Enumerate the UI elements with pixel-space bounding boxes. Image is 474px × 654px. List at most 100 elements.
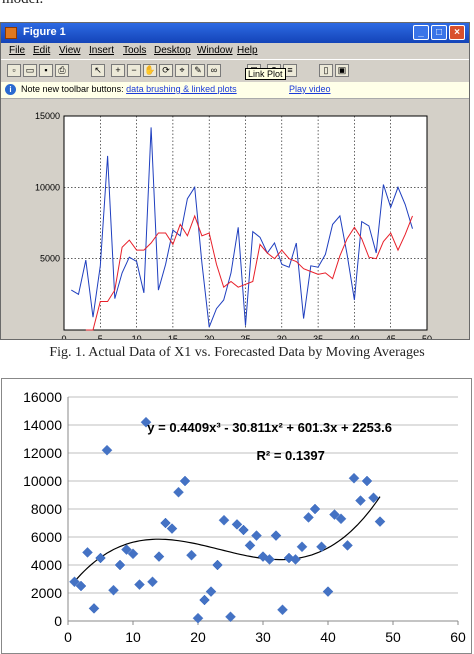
menu-desktop[interactable]: Desktop	[154, 45, 191, 56]
menu-bar: File Edit View Insert Tools Desktop Wind…	[1, 43, 469, 59]
data-point-diamond	[179, 475, 191, 487]
x-tick-label: 20	[204, 334, 214, 339]
data-point-diamond	[75, 580, 87, 592]
excel-chart-frame: 0 2000 4000 6000 8000 10000 12000 14000 16000 0 10…	[1, 378, 472, 654]
data-point-diamond	[199, 594, 210, 606]
x-tick-label: 0	[64, 629, 72, 645]
data-point-diamond	[69, 576, 80, 588]
y-tick-label: 8000	[31, 501, 62, 517]
x-tick-label: 30	[255, 629, 271, 645]
data-point-diamond	[160, 517, 171, 529]
x-tick-label: 40	[320, 629, 336, 645]
minimize-button[interactable]: _	[413, 25, 429, 40]
y-tick-label: 12000	[23, 445, 62, 461]
window-titlebar[interactable]: Figure 1 _ □ ×	[1, 23, 469, 43]
x-tick-label: 5	[98, 334, 103, 339]
data-point-diamond	[329, 509, 340, 520]
data-point-diamond	[218, 514, 230, 526]
data-point-diamond	[290, 554, 301, 565]
actual-data-line	[71, 127, 413, 328]
data-point-diamond	[303, 512, 314, 523]
open-file-icon[interactable]: ▭	[23, 64, 37, 77]
data-point-diamond	[296, 541, 308, 553]
menu-tools[interactable]: Tools	[123, 45, 147, 56]
note-prefix: Note new toolbar buttons:	[21, 84, 124, 94]
r-squared-label: R² = 0.1397	[257, 448, 325, 463]
data-point-diamond	[251, 530, 262, 541]
data-point-diamond	[348, 472, 360, 484]
x-tick-label: 15	[168, 334, 178, 339]
rotate-icon[interactable]: ⟳	[159, 64, 173, 77]
x-tick-label: 60	[450, 629, 466, 645]
figure-caption: Fig. 1. Actual Data of X1 vs. Forecasted…	[49, 345, 425, 360]
data-point-diamond	[316, 541, 327, 553]
data-point-diamond	[205, 586, 217, 597]
y-tick-label: 4000	[31, 557, 62, 573]
data-point-diamond	[108, 584, 119, 596]
brush-icon[interactable]: ✎	[191, 64, 205, 77]
data-point-diamond	[166, 523, 178, 534]
info-icon: i	[5, 84, 16, 95]
data-cursor-icon[interactable]: ⌖	[175, 64, 189, 77]
menu-view[interactable]: View	[59, 45, 81, 56]
y-tick-label: 0	[54, 613, 62, 629]
legend-icon[interactable]: ≡	[283, 64, 297, 77]
play-video-link[interactable]: Play video	[289, 84, 331, 94]
link-icon[interactable]: ∞	[207, 64, 221, 77]
x-tick-label: 20	[190, 629, 206, 645]
new-figure-icon[interactable]: ▫	[7, 64, 21, 77]
print-icon[interactable]: ⎙	[55, 64, 69, 77]
data-point-diamond	[192, 612, 204, 624]
edit-plot-arrow-icon[interactable]: ↖	[91, 64, 105, 77]
menu-window[interactable]: Window	[197, 45, 233, 56]
data-point-diamond	[186, 549, 197, 561]
data-point-diamond	[173, 486, 184, 498]
data-point-diamond	[114, 559, 126, 571]
data-point-diamond	[212, 559, 223, 571]
x-tick-label: 40	[349, 334, 359, 339]
close-button[interactable]: ×	[449, 25, 465, 40]
menu-help[interactable]: Help	[237, 45, 258, 56]
pan-icon[interactable]: ✋	[143, 64, 157, 77]
data-point-diamond	[101, 444, 113, 456]
zoom-out-icon[interactable]: −	[127, 64, 141, 77]
menu-edit[interactable]: Edit	[33, 45, 51, 56]
data-point-diamond	[82, 547, 93, 558]
data-point-diamond	[231, 519, 243, 530]
data-point-diamond	[88, 603, 100, 614]
zoom-in-icon[interactable]: +	[111, 64, 125, 77]
data-point-diamond	[361, 475, 373, 487]
matlab-icon	[5, 27, 17, 39]
x-tick-label: 10	[125, 629, 141, 645]
data-point-diamond	[238, 524, 249, 536]
data-point-diamond	[95, 552, 106, 564]
data-point-diamond	[153, 551, 165, 562]
data-point-diamond	[368, 492, 379, 504]
data-point-diamond	[322, 586, 334, 597]
x-tick-label: 35	[313, 334, 323, 339]
maximize-button[interactable]: □	[431, 25, 447, 40]
x-tick-label: 25	[240, 334, 250, 339]
menu-file[interactable]: File	[9, 45, 26, 56]
preceding-text: model.	[2, 0, 43, 8]
x-tick-label: 50	[385, 629, 401, 645]
x-tick-label: 0	[61, 334, 66, 339]
show-plot-tools-icon[interactable]: ▣	[335, 64, 349, 77]
data-point-diamond	[355, 495, 366, 506]
matlab-figure-window: Figure 1 _ □ × File Edit View Insert Too…	[0, 22, 470, 340]
data-point-diamond	[147, 576, 158, 588]
data-point-diamond	[264, 554, 275, 565]
data-point-diamond	[127, 548, 139, 560]
y-tick-label: 5000	[40, 254, 60, 264]
moving-average-line	[85, 214, 413, 331]
trendline-equation: y = 0.4409x³ - 30.811x² + 601.3x + 2253.…	[147, 420, 392, 435]
menu-insert[interactable]: Insert	[89, 45, 115, 56]
link-plot-tooltip: Link Plot	[245, 68, 286, 80]
save-icon[interactable]: ▪	[39, 64, 53, 77]
data-point-diamond	[309, 503, 321, 515]
matlab-line-plot: 0 5 10 15 20 25 30 35 40 45 50 5000 10000 15000	[35, 111, 432, 339]
hide-plot-tools-icon[interactable]: ▯	[319, 64, 333, 77]
data-brushing-link[interactable]: data brushing & linked plots	[126, 84, 237, 94]
y-tick-label: 14000	[23, 417, 62, 433]
y-tick-label: 10000	[23, 473, 62, 489]
